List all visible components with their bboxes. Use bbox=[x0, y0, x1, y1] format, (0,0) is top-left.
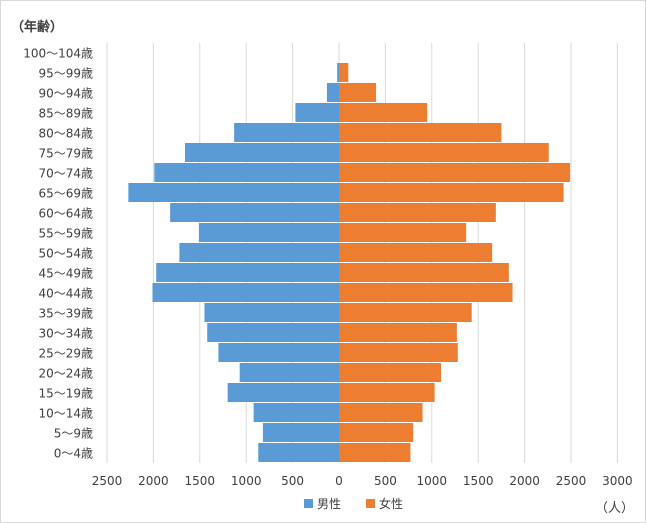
bar-male bbox=[204, 303, 339, 322]
x-tick-label: 500 bbox=[374, 474, 397, 488]
x-tick-label: 500 bbox=[281, 474, 304, 488]
bar-female bbox=[339, 443, 411, 462]
y-tick-label: 85〜89歳 bbox=[38, 107, 93, 121]
x-tick-label: 1500 bbox=[185, 474, 216, 488]
bar-female bbox=[339, 123, 502, 142]
x-tick-labels: 2500 2000 1500 1000 500 0 500 1000 1500 2000 2500 3… bbox=[92, 474, 633, 488]
bar-female bbox=[339, 263, 509, 282]
y-tick-label: 30〜34歳 bbox=[38, 327, 93, 341]
bar-female bbox=[339, 143, 549, 162]
legend-label-male: 男性 bbox=[317, 497, 341, 511]
bar-female bbox=[339, 323, 457, 342]
bar-male bbox=[179, 243, 339, 262]
y-tick-label: 60〜64歳 bbox=[38, 207, 93, 221]
bar-male bbox=[207, 323, 339, 342]
y-tick-label: 75〜79歳 bbox=[38, 147, 93, 161]
x-tick-label: 3000 bbox=[602, 474, 633, 488]
bar-female bbox=[339, 283, 513, 302]
y-tick-label: 40〜44歳 bbox=[38, 287, 93, 301]
bar-female bbox=[339, 303, 472, 322]
bar-male bbox=[295, 103, 339, 122]
bar-male bbox=[198, 223, 339, 242]
y-tick-label: 45〜49歳 bbox=[38, 267, 93, 281]
bar-male bbox=[326, 83, 339, 102]
bar-female bbox=[339, 363, 442, 382]
y-tick-label: 80〜84歳 bbox=[38, 127, 93, 141]
y-tick-label: 100〜104歳 bbox=[23, 47, 93, 61]
y-tick-label: 55〜59歳 bbox=[38, 227, 93, 241]
x-tick-label: 2500 bbox=[556, 474, 587, 488]
legend-swatch-female bbox=[366, 499, 375, 508]
y-tick-label: 5〜9歳 bbox=[54, 427, 93, 441]
bar-male bbox=[154, 163, 339, 182]
bar-female bbox=[339, 103, 428, 122]
bar-male bbox=[152, 283, 339, 302]
x-tick-label: 2500 bbox=[92, 474, 123, 488]
y-tick-label: 90〜94歳 bbox=[38, 87, 93, 101]
x-axis-unit: （人） bbox=[595, 501, 634, 516]
bar-male bbox=[234, 123, 339, 142]
y-tick-label: 25〜29歳 bbox=[38, 347, 93, 361]
y-tick-label: 95〜99歳 bbox=[38, 67, 93, 81]
y-tick-label: 15〜19歳 bbox=[38, 387, 93, 401]
bar-female bbox=[339, 223, 467, 242]
bar-male bbox=[184, 143, 339, 162]
bars bbox=[128, 63, 571, 462]
legend-swatch-male bbox=[304, 499, 313, 508]
y-tick-label: 65〜69歳 bbox=[38, 187, 93, 201]
bar-male bbox=[156, 263, 339, 282]
bar-female bbox=[339, 343, 458, 362]
bar-female bbox=[339, 243, 493, 262]
bar-female bbox=[339, 83, 377, 102]
y-axis-title: （年齢） bbox=[11, 19, 63, 35]
bar-male bbox=[337, 63, 339, 82]
bar-male bbox=[227, 383, 339, 402]
legend-label-female: 女性 bbox=[379, 496, 403, 511]
x-tick-label: 1000 bbox=[231, 474, 262, 488]
bar-male bbox=[128, 183, 339, 202]
bar-male bbox=[253, 403, 339, 422]
bar-male bbox=[170, 203, 339, 222]
x-tick-label: 1500 bbox=[463, 474, 494, 488]
bar-female bbox=[339, 423, 414, 442]
bar-male bbox=[218, 343, 339, 362]
x-tick-label: 1000 bbox=[417, 474, 448, 488]
x-tick-label: 2000 bbox=[509, 474, 540, 488]
bar-male bbox=[239, 363, 339, 382]
x-tick-label: 2000 bbox=[138, 474, 169, 488]
x-tick-label: 0 bbox=[335, 474, 343, 488]
bar-female bbox=[339, 203, 496, 222]
bar-female bbox=[339, 383, 435, 402]
y-tick-label: 70〜74歳 bbox=[38, 167, 93, 181]
bar-male bbox=[258, 443, 339, 462]
bar-male bbox=[262, 423, 339, 442]
y-tick-label: 50〜54歳 bbox=[38, 247, 93, 261]
y-tick-label: 0〜4歳 bbox=[54, 447, 93, 461]
y-tick-label: 20〜24歳 bbox=[38, 367, 93, 381]
y-tick-labels: 0〜4歳 5〜9歳 10〜14歳 15〜19歳 20〜24歳 25〜29歳 30〜34歳 35… bbox=[23, 47, 93, 461]
legend: 男性 女性 bbox=[304, 496, 403, 511]
y-tick-label: 35〜39歳 bbox=[38, 307, 93, 321]
bar-female bbox=[339, 403, 423, 422]
bar-female bbox=[339, 63, 349, 82]
y-tick-label: 10〜14歳 bbox=[38, 407, 93, 421]
bar-female bbox=[339, 163, 571, 182]
bar-female bbox=[339, 183, 564, 202]
